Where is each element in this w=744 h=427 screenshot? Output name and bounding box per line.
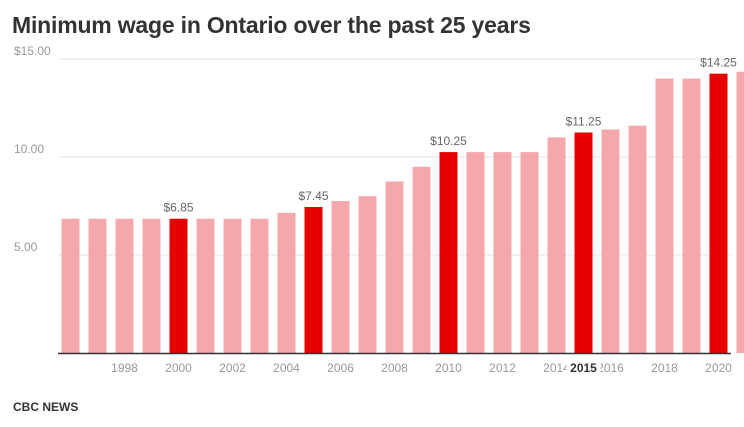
bar [223, 218, 242, 353]
hover-label-background [566, 359, 601, 376]
x-tick-label: 1998 [111, 361, 138, 375]
y-tick-label: 5.00 [14, 240, 38, 254]
x-tick-label-hover: 2015 [570, 361, 597, 375]
bar [628, 125, 647, 353]
bar [277, 212, 296, 353]
bar [88, 218, 107, 353]
bar-highlight [304, 206, 323, 353]
bar-highlight [439, 152, 458, 353]
data-label: $10.25 [430, 134, 467, 148]
bar [601, 129, 620, 353]
bar-highlight [574, 132, 593, 353]
x-tick-label: 2004 [273, 361, 300, 375]
x-tick-label: 2006 [327, 361, 354, 375]
chart-title: Minimum wage in Ontario over the past 25… [12, 12, 531, 38]
data-label: $7.45 [298, 189, 328, 203]
bar [655, 78, 674, 353]
bar [115, 218, 134, 353]
bar [196, 218, 215, 353]
x-tick-label: 2012 [489, 361, 516, 375]
data-label: $14.25 [700, 56, 737, 70]
bar [466, 152, 485, 353]
x-tick-label: 2014 [543, 361, 570, 375]
y-tick-label: $15.00 [14, 44, 51, 58]
bar [61, 218, 80, 353]
bar-highlight [169, 218, 188, 353]
bar [520, 152, 539, 353]
data-label: $11.25 [566, 115, 602, 129]
bar [142, 218, 161, 353]
x-tick-label: 2020 [705, 361, 732, 375]
x-tick-label: 2018 [651, 361, 678, 375]
bar [331, 201, 350, 353]
x-tick-label: 2010 [435, 361, 462, 375]
bar [412, 166, 431, 353]
x-tick-label: 2008 [381, 361, 408, 375]
bar-highlight [709, 73, 728, 353]
y-tick-label: 10.00 [14, 142, 44, 156]
bar [250, 218, 269, 353]
data-label: $6.85 [163, 201, 193, 215]
source-credit: CBC NEWS [13, 400, 79, 414]
bar [547, 137, 566, 353]
x-tick-label: 2000 [165, 361, 192, 375]
bar [358, 196, 377, 353]
x-tick-label: 2016 [597, 361, 624, 375]
bar [682, 78, 701, 353]
bar [493, 152, 512, 353]
x-tick-label: 2002 [219, 361, 246, 375]
bar [736, 71, 744, 354]
bar [385, 181, 404, 353]
